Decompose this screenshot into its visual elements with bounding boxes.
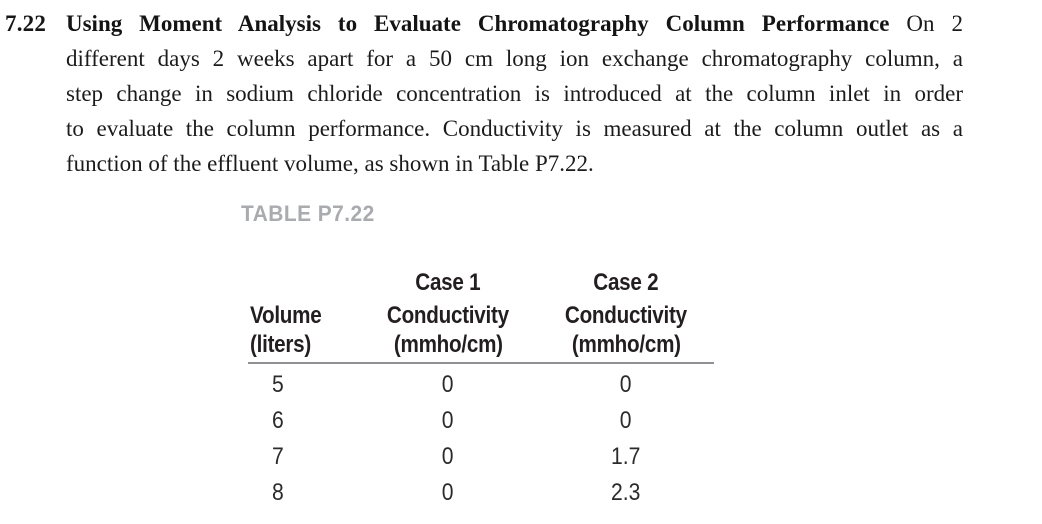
data-table: Case 1 Case 2 Volume Conductivity Conduc… — [248, 265, 714, 511]
column-header-conductivity-2: Conductivity — [565, 302, 687, 329]
problem-title: Using Moment Analysis to Evaluate Chroma… — [66, 11, 890, 36]
problem-line-2: different days 2 weeks apart for a 50 cm… — [66, 46, 963, 71]
cell-case2: 2.3 — [611, 479, 641, 506]
cell-case2: 1.7 — [611, 443, 641, 470]
cell-case2: 0 — [620, 407, 632, 434]
table-row: 8 0 2.3 — [248, 475, 714, 511]
table-header: Case 1 Case 2 Volume Conductivity Conduc… — [248, 265, 714, 364]
column-header-volume: Volume — [250, 302, 322, 329]
cell-case1: 0 — [442, 443, 454, 470]
cell-volume: 6 — [272, 407, 284, 434]
cell-volume: 8 — [272, 479, 284, 506]
table-row: 7 0 1.7 — [248, 439, 714, 475]
problem-line-5: function of the effluent volume, as show… — [66, 151, 594, 176]
group-header-case2: Case 2 — [593, 269, 659, 296]
table-body: 5 0 0 6 0 0 7 0 1.7 8 0 2.3 — [248, 364, 714, 511]
column-units-volume: (liters) — [250, 331, 312, 358]
column-header-conductivity-1: Conductivity — [387, 302, 509, 329]
table-row: 5 0 0 — [248, 367, 714, 403]
column-units-conductivity-1: (mmho/cm) — [393, 331, 503, 358]
problem-line-1-rest: On 2 — [889, 11, 963, 36]
table-row: 6 0 0 — [248, 403, 714, 439]
problem-line-1: Using Moment Analysis to Evaluate Chroma… — [66, 6, 963, 41]
problem-statement: Using Moment Analysis to Evaluate Chroma… — [66, 6, 963, 181]
header-spacer — [248, 265, 358, 295]
cell-case1: 0 — [442, 407, 454, 434]
problem-line-3: step change in sodium chloride concentra… — [66, 81, 963, 106]
cell-case2: 0 — [620, 371, 632, 398]
column-units-conductivity-2: (mmho/cm) — [571, 331, 681, 358]
cell-volume: 5 — [272, 371, 284, 398]
table-label: TABLE P7.22 — [241, 201, 375, 226]
group-header-case1: Case 1 — [415, 269, 481, 296]
problem-line-4: to evaluate the column performance. Cond… — [66, 116, 963, 141]
cell-volume: 7 — [272, 443, 284, 470]
cell-case1: 0 — [442, 479, 454, 506]
problem-number: 7.22 — [5, 11, 47, 36]
cell-case1: 0 — [442, 371, 454, 398]
